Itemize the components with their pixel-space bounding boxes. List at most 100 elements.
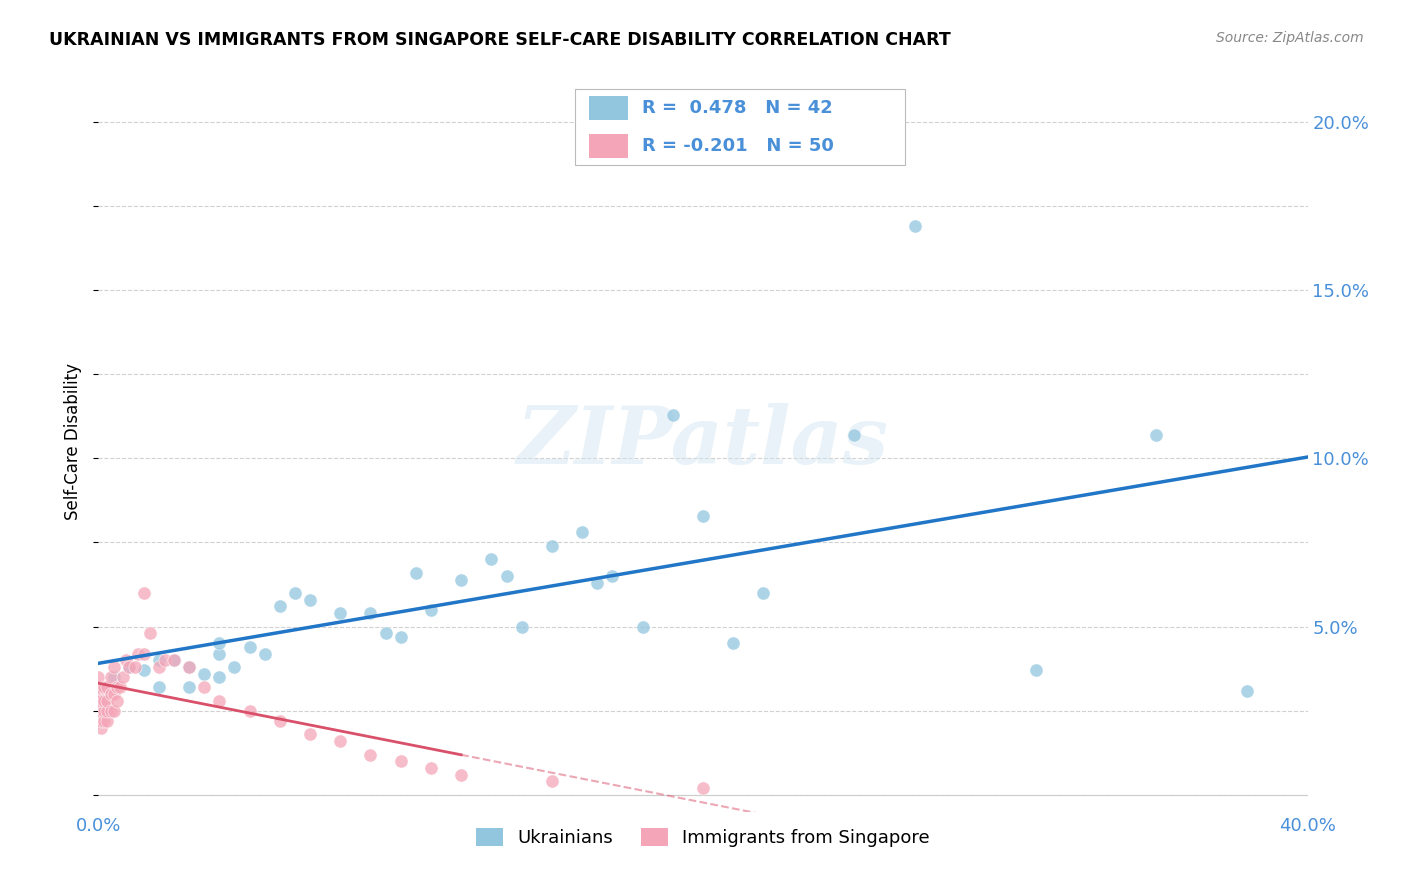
Point [100,687,122,701]
Point [374,626,396,640]
Point [389,630,412,644]
Point [124,660,146,674]
Point [100,670,122,684]
Point [148,660,170,674]
Point [132,647,155,661]
Point [495,569,517,583]
Point [179,680,201,694]
Point [87,687,110,701]
Point [661,408,683,422]
Point [132,664,155,678]
Point [114,653,136,667]
Point [692,781,714,796]
Point [93,714,115,728]
Point [111,670,134,684]
Point [284,586,307,600]
Point [179,660,201,674]
Text: ZIPatlas: ZIPatlas [517,403,889,480]
Text: Source: ZipAtlas.com: Source: ZipAtlas.com [1216,31,1364,45]
Point [193,666,215,681]
FancyBboxPatch shape [589,95,628,120]
Point [93,680,115,694]
Point [692,508,714,523]
Point [481,552,503,566]
Point [571,525,593,540]
FancyBboxPatch shape [575,89,904,165]
Point [360,606,382,620]
Point [153,653,176,667]
Point [163,653,186,667]
Point [208,636,231,650]
Point [420,603,443,617]
Point [90,721,112,735]
FancyBboxPatch shape [589,134,628,158]
Point [723,636,745,650]
Point [179,660,201,674]
Point [329,734,352,748]
Point [96,704,118,718]
Point [148,653,170,667]
Legend: Ukrainians, Immigrants from Singapore: Ukrainians, Immigrants from Singapore [470,821,936,855]
Point [132,586,155,600]
Point [148,680,170,694]
Point [96,680,118,694]
Point [103,670,125,684]
Point [299,592,322,607]
Point [103,687,125,701]
Point [93,694,115,708]
Point [602,569,624,583]
Point [96,714,118,728]
Point [87,670,110,684]
Point [105,680,128,694]
Point [299,727,322,741]
Point [1236,683,1258,698]
Point [844,427,866,442]
Point [1144,427,1167,442]
Point [360,747,382,762]
Point [208,670,231,684]
Point [208,647,231,661]
Point [450,767,472,781]
Point [87,694,110,708]
Point [631,619,654,633]
Point [752,586,775,600]
Point [1024,664,1046,678]
Y-axis label: Self-Care Disability: Self-Care Disability [65,363,83,520]
Point [540,539,562,553]
Point [329,606,352,620]
Point [93,704,115,718]
Point [118,660,141,674]
Point [118,660,141,674]
Point [269,714,291,728]
Point [208,694,231,708]
Point [87,680,110,694]
Point [163,653,186,667]
Point [100,704,122,718]
Point [103,704,125,718]
Point [405,566,427,580]
Point [127,647,149,661]
Point [253,647,276,661]
Point [90,714,112,728]
Point [586,575,609,590]
Point [90,704,112,718]
Point [450,573,472,587]
Point [105,694,128,708]
Text: UKRAINIAN VS IMMIGRANTS FROM SINGAPORE SELF-CARE DISABILITY CORRELATION CHART: UKRAINIAN VS IMMIGRANTS FROM SINGAPORE S… [49,31,950,49]
Point [103,660,125,674]
Point [389,754,412,768]
Point [96,694,118,708]
Point [239,704,262,718]
Point [139,626,162,640]
Point [420,761,443,775]
Point [904,219,927,234]
Point [87,704,110,718]
Point [193,680,215,694]
Point [239,640,262,654]
Point [540,774,562,789]
Point [224,660,246,674]
Point [269,599,291,614]
Point [108,680,131,694]
Point [510,619,533,633]
Point [90,694,112,708]
